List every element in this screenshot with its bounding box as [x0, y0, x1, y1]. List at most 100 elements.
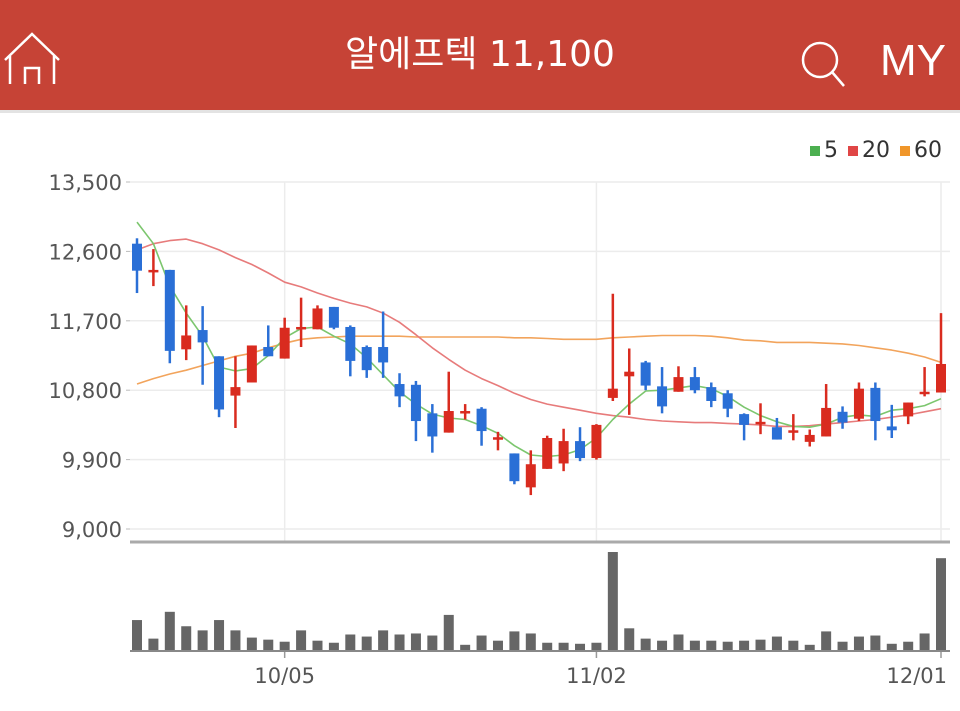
volume-bar	[837, 641, 848, 651]
page-title: 알에프텍 11,100	[345, 34, 615, 75]
candle-body	[410, 384, 421, 422]
candle-body	[492, 437, 503, 440]
candle-body	[312, 308, 323, 330]
candle-body	[509, 453, 520, 482]
legend-swatch	[848, 145, 858, 156]
volume-bar	[657, 640, 668, 651]
volume-bar	[542, 642, 553, 651]
volume-bar	[443, 614, 454, 651]
candle-body	[870, 387, 881, 422]
candle-body	[476, 408, 487, 432]
volume-bar	[181, 626, 192, 651]
candle-body	[837, 411, 848, 423]
candle-body	[279, 327, 290, 359]
volume-bar	[886, 643, 897, 651]
candle-body	[427, 413, 438, 437]
candle-body	[788, 430, 799, 433]
my-button[interactable]: MY	[880, 36, 946, 85]
x-axis-label: 11/02	[566, 664, 627, 688]
candle-body	[575, 441, 586, 459]
candle-body	[607, 388, 618, 398]
volume-bar	[936, 558, 946, 651]
candle-body	[591, 424, 602, 459]
volume-bar	[919, 633, 930, 651]
home-icon	[4, 32, 60, 84]
volume-bar	[214, 620, 225, 651]
candle-body	[525, 464, 536, 488]
x-axis-label: 10/05	[254, 664, 315, 688]
volume-bar	[345, 634, 356, 651]
candle-body	[624, 371, 635, 377]
y-axis-label: 13,500	[49, 171, 122, 195]
volume-bar	[706, 640, 717, 651]
legend-swatch	[810, 145, 820, 156]
legend-item-ma60: 60	[900, 138, 942, 163]
volume-bar	[246, 637, 257, 651]
volume-bar	[197, 630, 208, 651]
volume-bar	[509, 631, 520, 651]
y-axis-label: 9,900	[62, 449, 122, 473]
search-icon	[801, 41, 845, 87]
volume-bar	[296, 630, 307, 651]
ma20-line	[136, 238, 942, 428]
candle-body	[246, 345, 257, 383]
volume-bar	[132, 620, 142, 651]
candle-body	[328, 306, 339, 328]
candle-body	[148, 269, 159, 273]
x-axis-label: 12/01	[886, 664, 947, 688]
header-shadow	[0, 110, 960, 113]
ma-legend: 5 20 60	[810, 138, 942, 163]
candle-body	[722, 393, 733, 409]
volume-bar	[640, 638, 651, 651]
ma60-line	[136, 334, 942, 385]
volume-bar	[853, 636, 864, 651]
candle-body	[378, 347, 389, 363]
volume-bar	[148, 638, 159, 651]
volume-bar	[476, 635, 487, 651]
volume-bar	[575, 643, 586, 651]
volume-bar	[361, 636, 372, 651]
volume-bar	[870, 635, 881, 651]
volume-bar	[624, 628, 635, 651]
candle-body	[919, 391, 930, 395]
candle-body	[821, 407, 832, 437]
candle-body	[755, 421, 766, 425]
volume-bar	[722, 641, 733, 651]
legend-label: 20	[862, 138, 890, 163]
volume-bar	[689, 640, 700, 651]
candle-body	[689, 377, 700, 391]
ma5-line	[136, 221, 942, 458]
volume-bar	[821, 631, 832, 651]
candle-body	[214, 356, 225, 410]
search-button[interactable]	[798, 38, 852, 88]
candle-body	[542, 438, 553, 469]
candle-body	[164, 269, 175, 351]
volume-bar	[771, 636, 782, 651]
candle-body	[936, 363, 946, 393]
volume-bar	[525, 633, 536, 651]
top-bar: 알에프텍 11,100 MY	[0, 0, 960, 110]
volume-bar	[591, 642, 602, 651]
volume-bar	[427, 635, 438, 651]
candle-body	[853, 388, 864, 419]
volume-bar	[460, 644, 471, 651]
candle-body	[361, 347, 372, 371]
volume-bar	[164, 611, 175, 651]
volume-bar	[673, 634, 684, 651]
volume-bar	[230, 630, 241, 651]
volume-bar	[558, 642, 569, 651]
volume-bar	[279, 641, 290, 651]
candle-body	[657, 386, 668, 407]
candle-body	[296, 326, 307, 330]
home-button[interactable]	[2, 30, 64, 88]
volume-bar	[607, 552, 618, 651]
legend-swatch	[900, 145, 910, 156]
volume-bar	[378, 630, 389, 651]
candle-body	[640, 362, 651, 386]
candle-body	[197, 330, 208, 343]
volume-bar	[804, 644, 815, 651]
candle-body	[345, 326, 356, 361]
candle-body	[903, 402, 914, 417]
legend-label: 5	[824, 138, 838, 163]
